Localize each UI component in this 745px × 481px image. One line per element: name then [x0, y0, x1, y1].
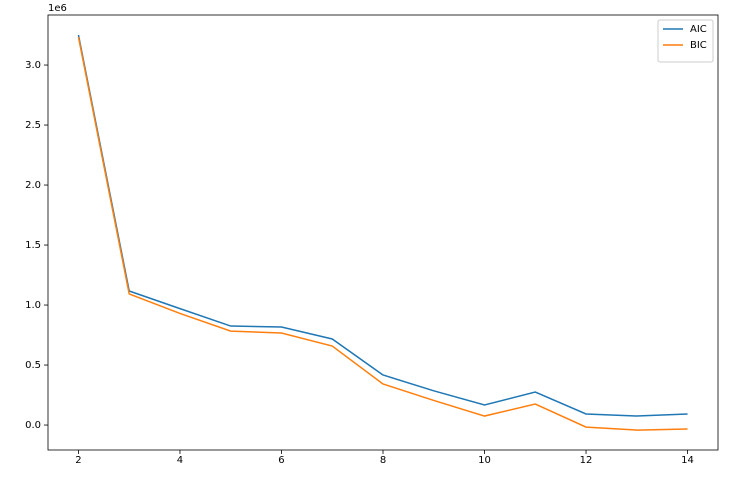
x-tick-label: 8	[380, 455, 386, 466]
y-tick-label: 1.5	[25, 240, 41, 251]
y-tick-label: 2.5	[25, 120, 41, 131]
x-tick-label: 14	[681, 455, 694, 466]
legend-label: AIC	[690, 24, 707, 35]
legend-frame	[657, 19, 714, 63]
x-tick-label: 10	[478, 455, 491, 466]
y-offset-label: 1e6	[48, 3, 67, 14]
y-tick-label: 0.0	[25, 420, 41, 431]
y-tick-label: 0.5	[25, 360, 41, 371]
series-line	[77, 36, 688, 431]
legend-label: BIC	[690, 40, 707, 51]
x-tick-label: 12	[580, 455, 593, 466]
y-tick-label: 1.0	[25, 300, 41, 311]
y-tick-label: 2.0	[25, 180, 41, 191]
series-line	[77, 34, 688, 417]
x-tick-label: 4	[177, 455, 183, 466]
x-tick-label: 6	[278, 455, 284, 466]
x-tick-label: 2	[75, 455, 81, 466]
plot-frame	[47, 14, 719, 451]
legend: AIC BIC	[657, 19, 714, 63]
y-tick-label: 3.0	[25, 60, 41, 71]
